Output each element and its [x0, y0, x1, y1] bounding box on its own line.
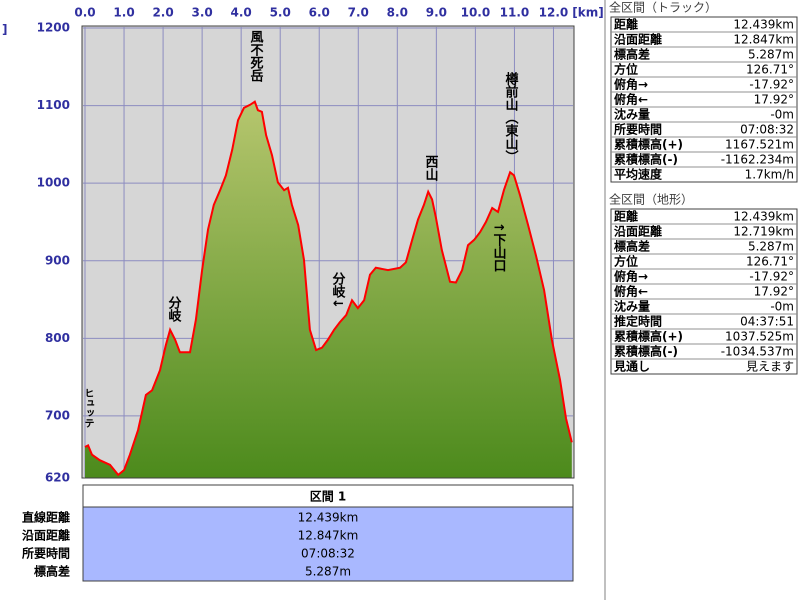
section-label: 所要時間	[22, 546, 70, 561]
annotation: 樽前山（東山）	[503, 71, 520, 163]
panel-label: 俯角←	[614, 92, 648, 107]
panel-value: 1167.521m	[725, 138, 794, 152]
panel-label: 見通し	[613, 359, 650, 374]
x-tick-label: 4.0	[231, 6, 252, 20]
panel-title: 全区間（トラック）	[609, 0, 717, 15]
annotation: ↑下山口	[491, 222, 507, 272]
panel-label: 平均速度	[614, 167, 663, 182]
panel-label: 沈み量	[614, 107, 650, 122]
panel-value: 見えます	[746, 360, 794, 374]
y-unit: ]	[2, 23, 7, 37]
section-value: 12.439km	[298, 511, 359, 525]
panel-label: 標高差	[614, 239, 650, 254]
x-tick-label: 6.0	[309, 6, 330, 20]
y-tick-label: 620	[45, 471, 70, 485]
panel-value: -0m	[770, 108, 794, 122]
section-body	[82, 506, 574, 582]
plot-frame	[81, 25, 575, 479]
panel-value: 12.719km	[733, 225, 794, 239]
section-label: 標高差	[34, 564, 70, 579]
panel-value: -17.92°	[749, 270, 794, 284]
x-tick-label: 7.0	[348, 6, 369, 20]
x-tick-label: 5.0	[270, 6, 291, 20]
panel-value: 04:37:51	[740, 315, 794, 329]
panel-label: 沈み量	[614, 299, 650, 314]
x-tick-label: 3.0	[191, 6, 212, 20]
x-tick-label: 10.0	[461, 6, 491, 20]
annotation: ヒュッテ	[82, 388, 94, 428]
y-tick-label: 1000	[37, 176, 70, 190]
panel-title: 全区間（地形）	[609, 192, 693, 207]
panel-label: 所要時間	[614, 122, 662, 137]
annotation: 西山	[423, 155, 439, 182]
panel-label: 俯角→	[614, 77, 648, 92]
panel-table	[610, 208, 798, 375]
panel-value: 07:08:32	[740, 123, 794, 137]
panel-value: 5.287m	[748, 48, 794, 62]
annotation: 風不死岳	[248, 30, 264, 83]
y-tick-label: 1100	[37, 98, 70, 112]
y-tick-label: 800	[45, 331, 70, 345]
panel-table	[610, 16, 798, 183]
panel-value: 17.92°	[754, 93, 794, 107]
section-value: 07:08:32	[301, 547, 355, 561]
panel-label: 累積標高(+)	[614, 329, 683, 344]
panel-label: 距離	[614, 17, 638, 32]
panel-value: -1162.234m	[721, 153, 794, 167]
panel-label: 距離	[614, 209, 638, 224]
panel-label: 標高差	[614, 47, 650, 62]
panel-label: 方位	[614, 254, 638, 269]
annotation: 分岐	[166, 295, 182, 323]
panel-value: -17.92°	[749, 78, 794, 92]
panel-value: -1034.537m	[721, 345, 794, 359]
panel-label: 俯角→	[614, 269, 648, 284]
x-tick-label: 12.0	[539, 6, 569, 20]
side-panels: 全区間（トラック） 距離 12.439km 沿面距離 12.847km 標高差 5.287m…	[609, 0, 798, 375]
panel-label: 推定時間	[614, 314, 662, 329]
panel-label: 沿面距離	[613, 32, 662, 47]
panel-value: 1.7km/h	[745, 168, 794, 182]
panel-value: 17.92°	[754, 285, 794, 299]
x-tick-label: 2.0	[152, 6, 173, 20]
x-tick-label: 11.0	[500, 6, 530, 20]
x-tick-label: 0.0	[74, 6, 95, 20]
panel-value: 1037.525m	[725, 330, 794, 344]
elevation-area	[85, 101, 572, 478]
panel-label: 累積標高(-)	[614, 152, 678, 167]
annotation: 分岐↓	[330, 271, 346, 308]
panel-value: 12.439km	[733, 18, 794, 32]
section-value: 5.287m	[305, 565, 351, 579]
panel-label: 累積標高(-)	[614, 344, 678, 359]
section-value: 12.847km	[298, 529, 359, 543]
panel-label: 累積標高(+)	[614, 137, 683, 152]
panel-value: 126.71°	[746, 63, 794, 77]
section-title: 区間 1	[310, 490, 347, 504]
section-label: 沿面距離	[21, 528, 70, 543]
elevation-line	[84, 100, 573, 477]
x-tick-label: 9.0	[426, 6, 447, 20]
panel-value: -0m	[770, 300, 794, 314]
panel-value: 12.439km	[733, 210, 794, 224]
panel-value: 12.847km	[733, 33, 794, 47]
y-tick-label: 900	[45, 253, 70, 267]
x-unit: [km]	[572, 6, 603, 20]
y-tick-label: 700	[45, 408, 70, 422]
section-label: 直線距離	[22, 510, 70, 525]
x-tick-label: 1.0	[113, 6, 134, 20]
panel-label: 方位	[614, 62, 638, 77]
panel-label: 沿面距離	[613, 224, 662, 239]
panel-label: 俯角←	[614, 284, 648, 299]
panel-value: 5.287m	[748, 240, 794, 254]
x-tick-label: 8.0	[387, 6, 408, 20]
panel-value: 126.71°	[746, 255, 794, 269]
y-tick-label: 1200	[37, 21, 70, 35]
